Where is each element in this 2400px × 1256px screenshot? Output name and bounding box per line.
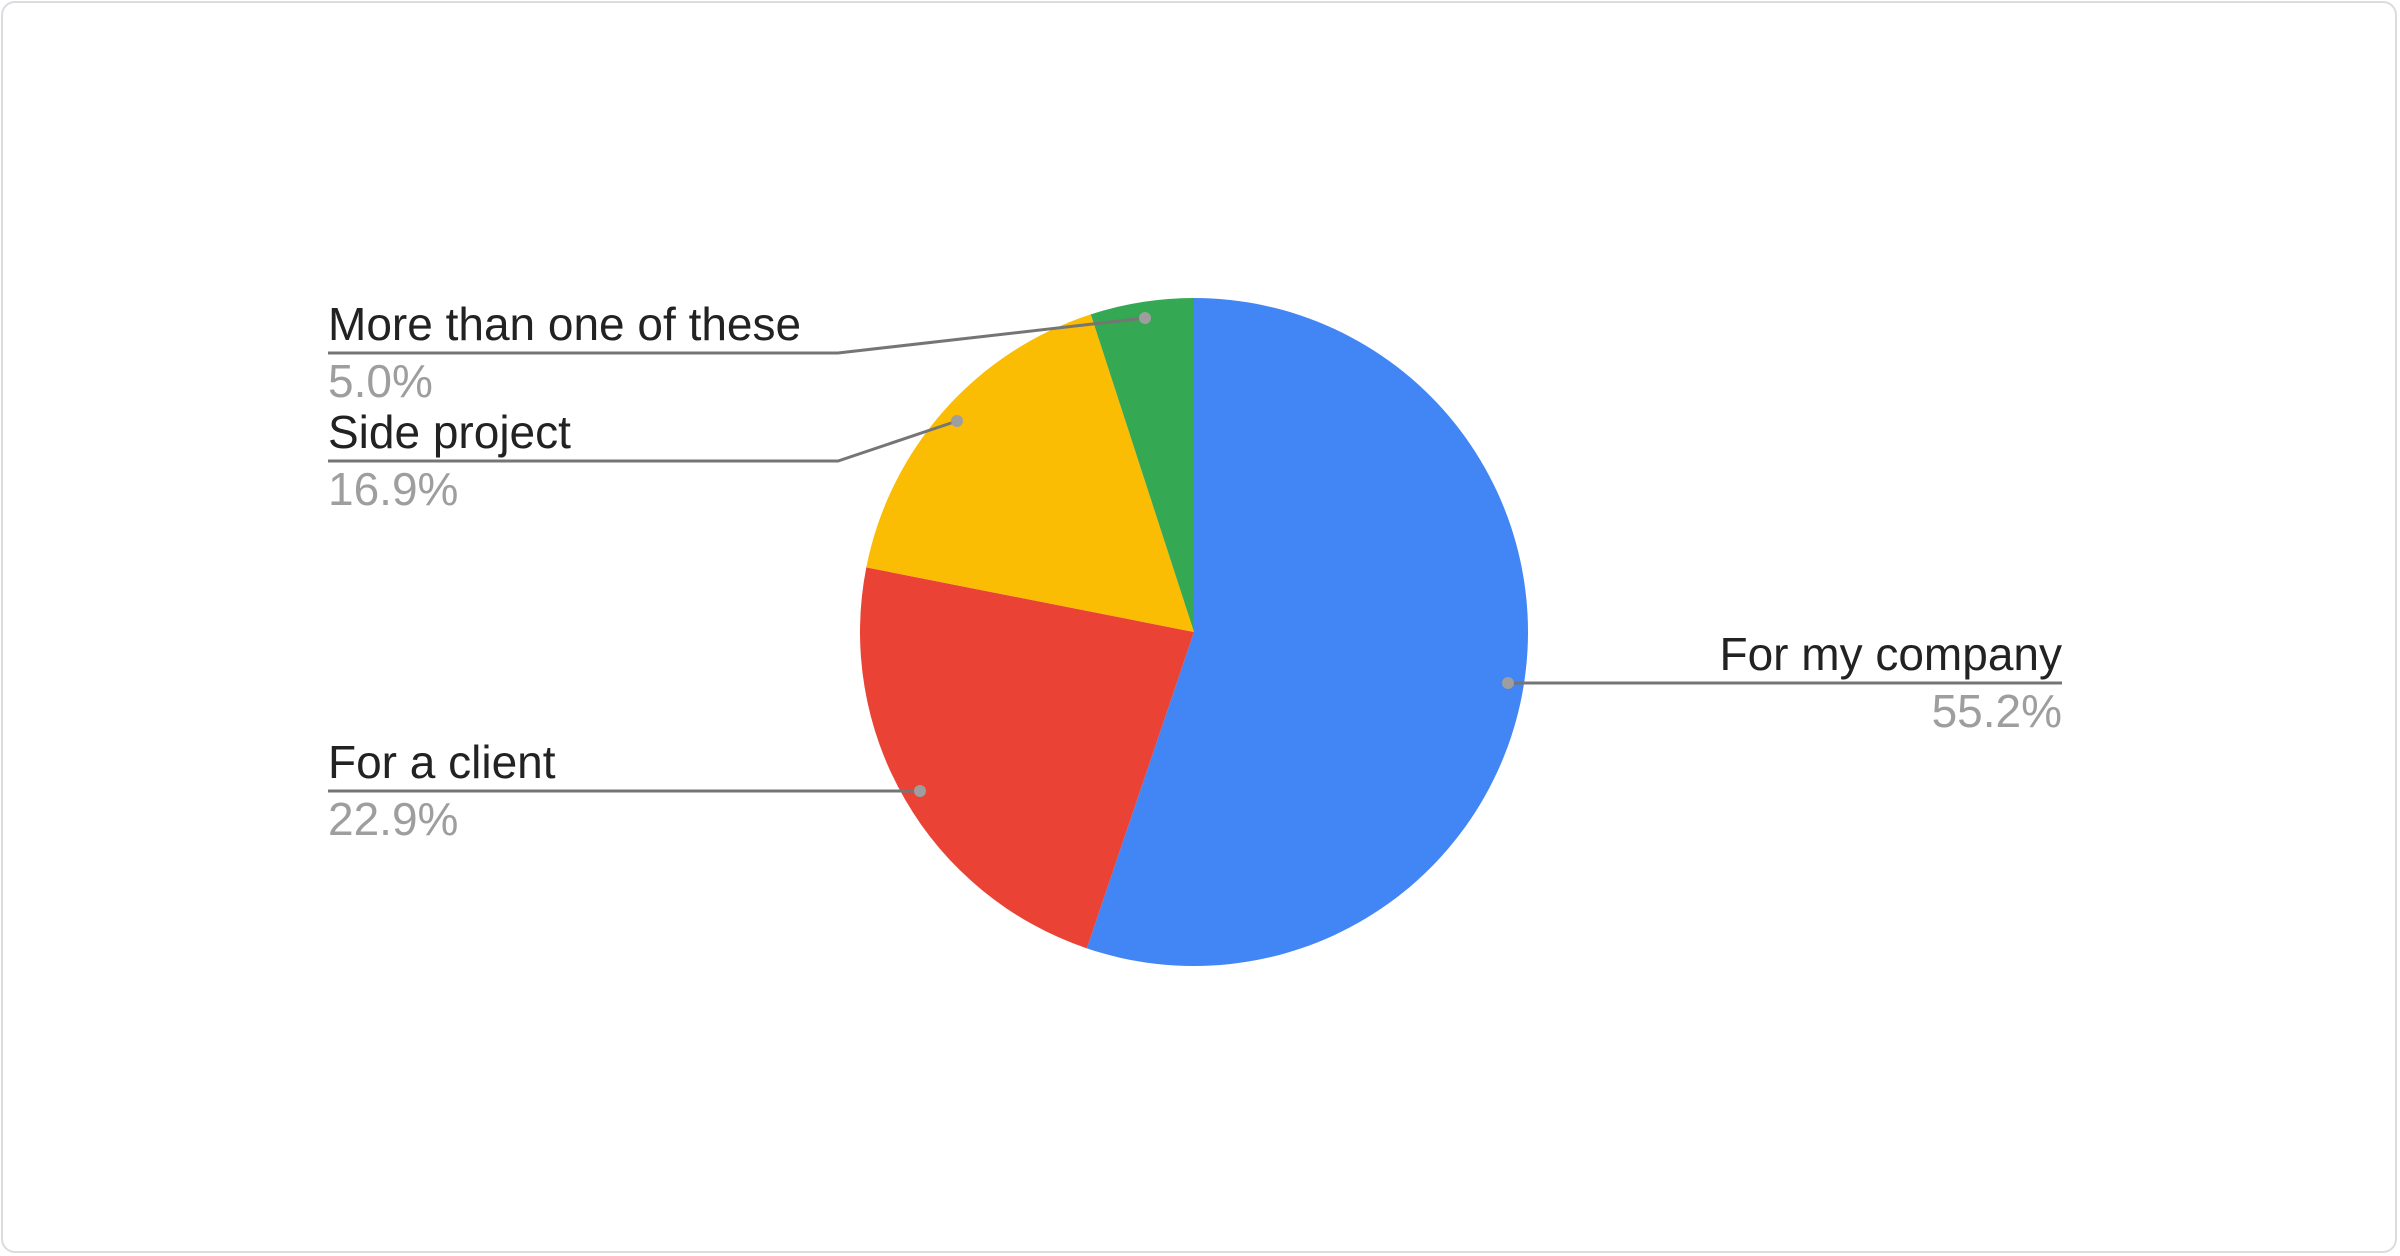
label-for-a-client: For a client (328, 736, 556, 788)
value-side-project: 16.9% (328, 463, 458, 515)
label-for-my-company: For my company (1719, 628, 2062, 680)
slice-more-than-one-of-these (1090, 298, 1194, 632)
leader-line-more-than-one-of-these (328, 316, 1146, 355)
slice-for-my-company (1086, 298, 1528, 967)
value-for-a-client: 22.9% (328, 793, 458, 845)
leader-dot-for-a-client (914, 785, 926, 797)
slice-for-a-client (860, 567, 1194, 949)
label-more-than-one: More than one of these (328, 298, 801, 350)
leader-line-side-project (328, 419, 958, 463)
label-side-project: Side project (328, 406, 571, 458)
leader-dot-for-my-company (1502, 677, 1514, 689)
leader-dot-side-project (951, 415, 963, 427)
value-for-my-company: 55.2% (1932, 685, 2062, 737)
value-more-than-one: 5.0% (328, 355, 433, 407)
leader-dot-more-than-one-of-these (1139, 312, 1151, 324)
slice-side-project (866, 314, 1194, 632)
